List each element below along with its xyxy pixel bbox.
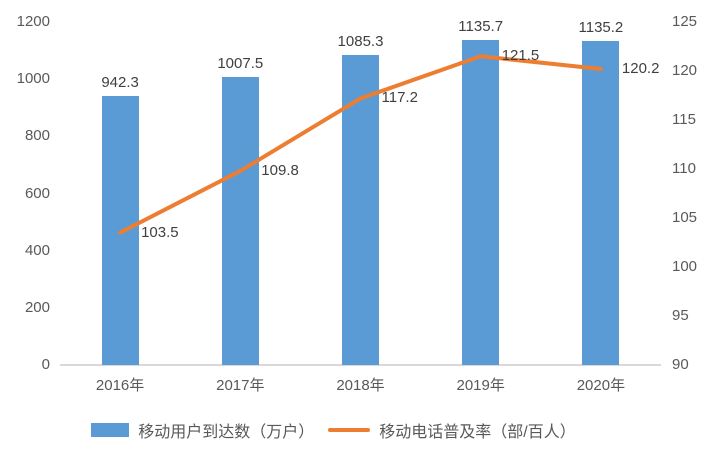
y-axis-right-tick-label: 125 bbox=[672, 13, 698, 30]
y-axis-left-tick-label: 400 bbox=[24, 241, 50, 259]
bar-data-label: 942.3 bbox=[101, 73, 139, 91]
line-series-swatch-icon bbox=[328, 428, 371, 432]
line-data-label: 120.2 bbox=[621, 60, 660, 78]
bar-2019年 bbox=[462, 40, 500, 365]
legend: 移动用户到达数（万户） 移动电话普及率（部/百人） bbox=[0, 414, 691, 446]
y-axis-left-tick-label: 1000 bbox=[16, 70, 50, 88]
y-axis-left-tick-label: 1200 bbox=[16, 13, 50, 30]
x-axis-category-label: 2017年 bbox=[216, 377, 265, 394]
line-data-label: 117.2 bbox=[381, 89, 418, 107]
line-data-label: 109.8 bbox=[261, 161, 299, 179]
y-axis-right-tick-label: 95 bbox=[672, 307, 689, 324]
bar-series-swatch-icon bbox=[91, 423, 130, 437]
y-axis-left-tick-label: 800 bbox=[24, 127, 50, 145]
bar-data-label: 1085.3 bbox=[337, 32, 384, 50]
y-axis-left-tick-label: 600 bbox=[24, 184, 50, 202]
legend-item-line-series: 移动电话普及率（部/百人） bbox=[328, 418, 576, 442]
bar-data-label: 1007.5 bbox=[217, 55, 264, 73]
legend-label-bar-series: 移动用户到达数（万户） bbox=[138, 424, 315, 441]
line-data-label: 103.5 bbox=[141, 223, 179, 241]
bar-2016年 bbox=[101, 95, 139, 365]
y-axis-right-tick-label: 105 bbox=[672, 209, 698, 226]
y-axis-right-tick-label: 100 bbox=[672, 258, 698, 275]
x-axis-line bbox=[60, 364, 661, 366]
y-axis-right-tick-label: 90 bbox=[672, 356, 689, 373]
y-axis-left-tick-label: 200 bbox=[24, 298, 50, 316]
x-axis-category-label: 2019年 bbox=[456, 377, 505, 394]
y-axis-right-tick-label: 120 bbox=[672, 62, 698, 79]
x-axis-category-label: 2016年 bbox=[95, 377, 145, 394]
bar-2020年 bbox=[582, 40, 620, 365]
y-axis-right-tick-label: 110 bbox=[672, 160, 696, 177]
y-axis-left-tick-label: 0 bbox=[41, 356, 50, 373]
x-axis-category-label: 2020年 bbox=[576, 377, 626, 394]
bar-data-label: 1135.2 bbox=[578, 18, 624, 36]
y-axis-right-tick-label: 115 bbox=[672, 111, 696, 128]
legend-item-bar-series: 移动用户到达数（万户） bbox=[91, 418, 314, 442]
line-data-label: 121.5 bbox=[501, 47, 540, 65]
bar-2018年 bbox=[342, 54, 379, 365]
legend-label-line-series: 移动电话普及率（部/百人） bbox=[379, 424, 576, 441]
bar-data-label: 1135.7 bbox=[458, 18, 504, 36]
bar-2017年 bbox=[221, 77, 259, 365]
x-axis-category-label: 2018年 bbox=[336, 377, 385, 394]
